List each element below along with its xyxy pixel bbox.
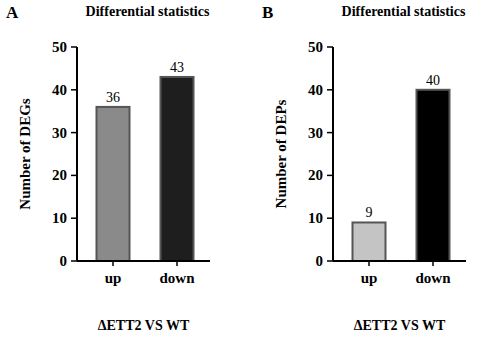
bar [417,90,450,261]
bars [97,77,194,261]
panel: A Differential statistics 36 up 43 down 0 10 20 3… [6,3,210,333]
y-tick [327,46,333,48]
panel-label: B [262,3,273,22]
y-tick [327,217,333,219]
y-tick-label: 30 [308,125,323,141]
x-tick-label: up [105,270,122,286]
x-axis-label: ΔETT2 VS WT [98,318,190,333]
y-axis-label: Number of DEPs [273,99,289,208]
y-tick [327,260,333,262]
data-label: 36 [106,90,120,105]
bar [161,77,194,261]
y-tick-label: 30 [52,125,67,141]
y-tick [71,132,77,134]
y-tick-label: 10 [52,210,67,226]
x-tick-label: down [159,270,195,286]
y-tick-label: 0 [316,253,324,269]
y-tick-label: 0 [60,253,68,269]
y-tick [71,260,77,262]
bar [97,107,130,261]
y-tick-label: 20 [52,167,67,183]
x-tick-label: up [361,270,378,286]
data-label: 40 [426,73,440,88]
data-label: 43 [170,60,184,75]
y-tick-label: 50 [52,39,67,55]
y-axis [332,47,334,261]
panel: B Differential statistics 9 up 40 down 0 10 20 30… [262,3,466,333]
y-tick-label: 40 [52,82,67,98]
x-axis [333,260,466,262]
y-tick [71,175,77,177]
y-tick [71,89,77,91]
y-tick [327,175,333,177]
y-tick-label: 10 [308,210,323,226]
panel-label: A [6,3,19,22]
y-tick [71,46,77,48]
x-axis [77,260,210,262]
y-axis-label: Number of DEGs [17,98,33,210]
data-label: 9 [366,205,373,220]
y-tick [71,217,77,219]
y-tick-label: 50 [308,39,323,55]
x-tick-label: down [415,270,451,286]
y-tick [327,89,333,91]
figure: A Differential statistics 36 up 43 down 0 10 20 3… [0,0,500,354]
x-axis-label: ΔETT2 VS WT [354,318,446,333]
y-tick-label: 20 [308,167,323,183]
y-axis [76,47,78,261]
title: Differential statistics [86,4,210,19]
bar [353,222,386,261]
title: Differential statistics [342,4,466,19]
bars [353,90,450,261]
y-tick-label: 40 [308,82,323,98]
y-tick [327,132,333,134]
